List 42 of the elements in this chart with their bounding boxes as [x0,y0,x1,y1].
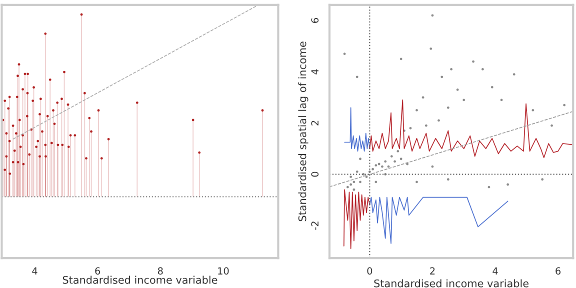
point [409,126,412,130]
point [512,73,516,76]
line-series [369,100,574,158]
point [490,86,494,88]
x-axis-title: Standardised income variable [374,279,529,288]
point [343,52,346,56]
point [356,170,358,173]
line-series [344,107,370,152]
point [352,188,356,191]
x-tick-label: 6 [556,267,561,275]
point [446,178,450,181]
point [384,160,387,163]
y-tick-label: 4 [311,69,318,74]
point [400,158,402,160]
y-tick-label: 0 [311,172,319,177]
x-tick-label: 2 [430,267,435,274]
point [356,76,358,78]
x-tick-label: 4 [492,267,498,274]
point [390,155,393,158]
line-series [369,196,508,244]
point [541,178,544,181]
point [462,98,466,102]
x-axis-title: Standardised income variable [62,276,218,284]
x-tick-label: 6 [95,267,100,275]
point [424,124,428,127]
y-tick-label: -2 [311,222,318,230]
point [563,104,566,106]
x-tick-label: 4 [32,267,38,274]
x-tick-label: 10 [218,267,229,275]
y-tick-label: 6 [311,18,319,23]
point [431,14,434,17]
point [440,76,444,78]
point [422,96,424,99]
point [346,186,349,188]
point [372,168,374,170]
y-tick-label: 2 [311,120,318,126]
x-tick-label: 0 [367,267,372,275]
y-axis-title: Standardised spatial lag of income [298,42,308,222]
point [350,176,352,178]
x-tick-label: 8 [158,267,163,275]
line-series [343,189,370,249]
point [446,106,450,109]
